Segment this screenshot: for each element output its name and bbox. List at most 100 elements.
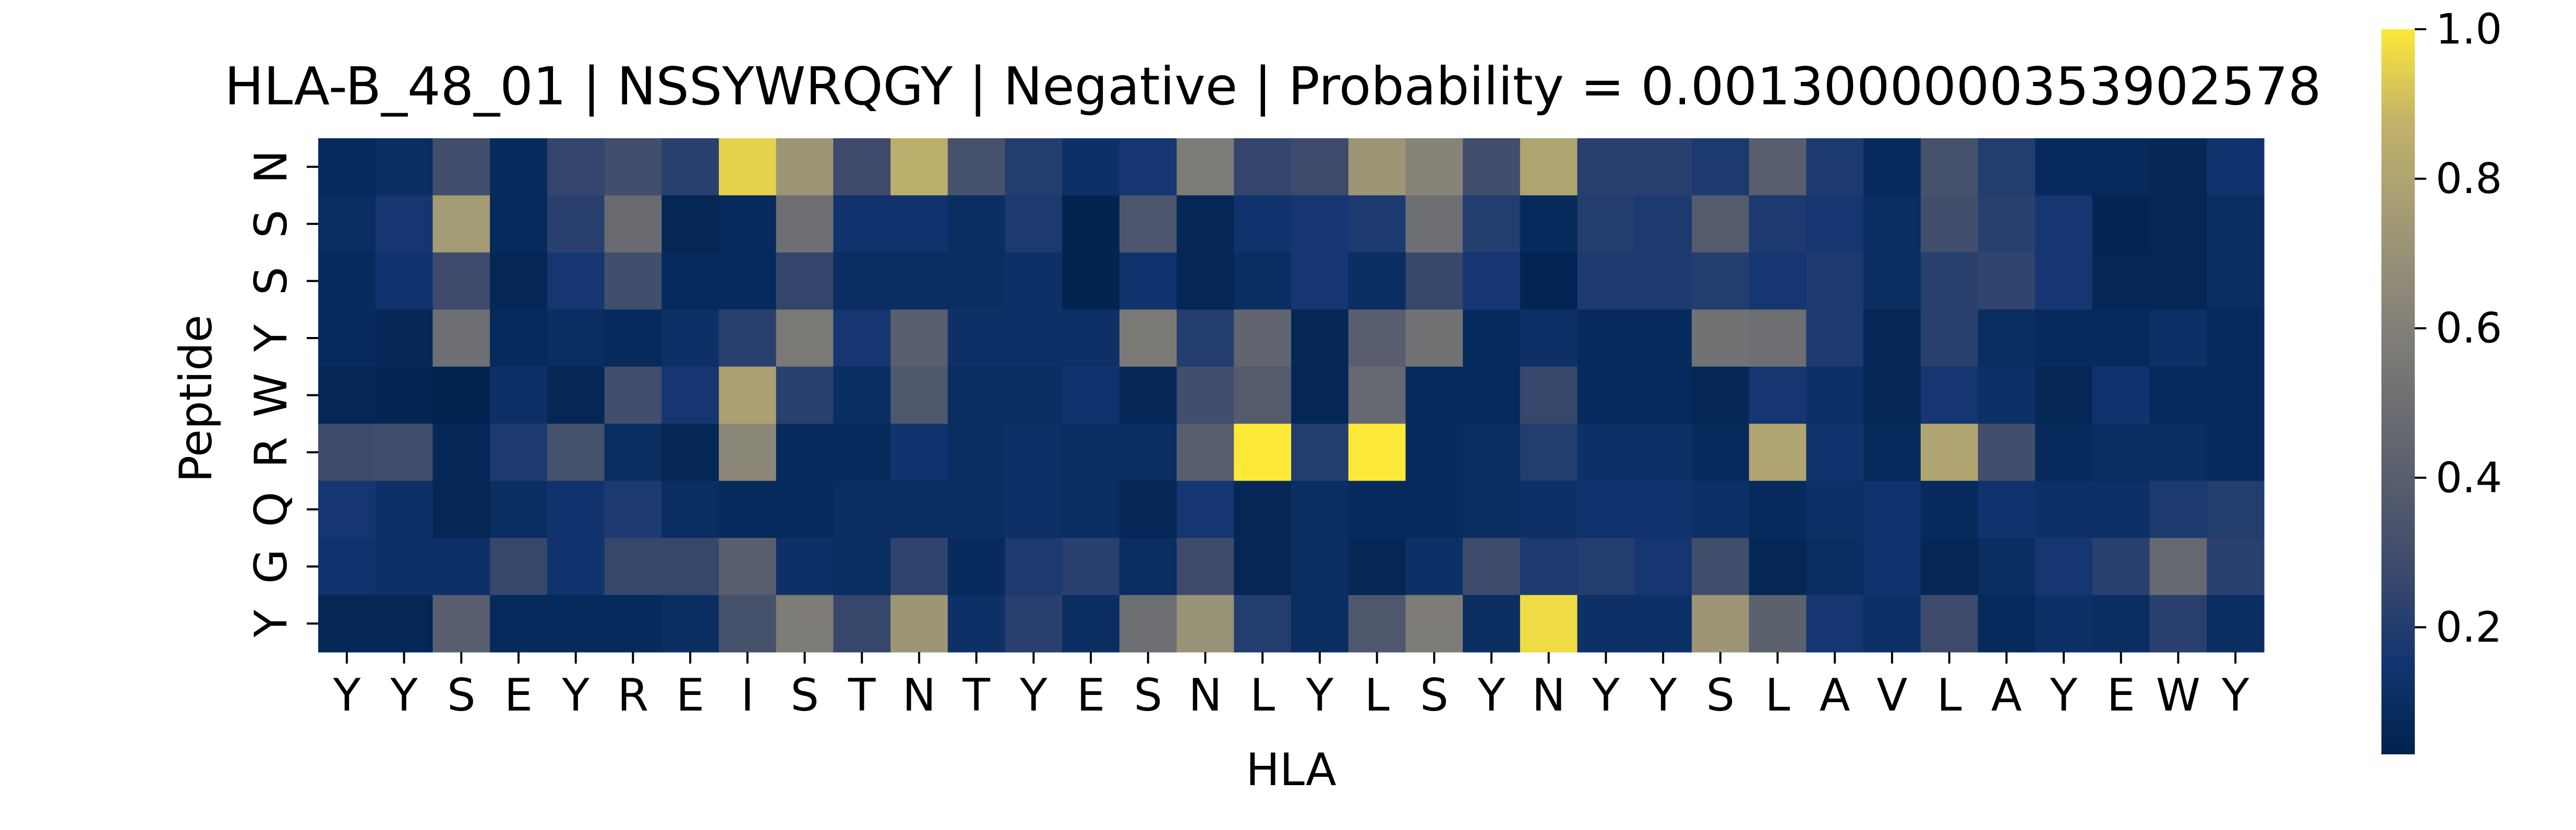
heatmap-cell bbox=[947, 309, 1006, 367]
heatmap-cell bbox=[1749, 309, 1807, 367]
heatmap-cell bbox=[1005, 366, 1063, 424]
colorbar-tick-label: 1.0 bbox=[2436, 5, 2502, 54]
heatmap-cell bbox=[1348, 138, 1406, 196]
heatmap-cell bbox=[1291, 480, 1349, 538]
heatmap-cell bbox=[890, 595, 948, 653]
x-tick-label: N bbox=[902, 669, 936, 721]
heatmap-cell bbox=[1005, 138, 1063, 196]
heatmap-cell bbox=[1291, 366, 1349, 424]
heatmap-cell bbox=[375, 138, 434, 196]
y-tick-label: S bbox=[245, 210, 297, 238]
heatmap-cell bbox=[2092, 424, 2150, 482]
heatmap-cell bbox=[776, 309, 834, 367]
heatmap-cell bbox=[547, 252, 605, 310]
heatmap-cell bbox=[1634, 424, 1692, 482]
heatmap-cell bbox=[1405, 595, 1463, 653]
heatmap-cell bbox=[1405, 538, 1463, 596]
x-tick-label: T bbox=[962, 669, 990, 721]
heatmap-cell bbox=[1863, 252, 1921, 310]
heatmap-cell bbox=[1520, 366, 1578, 424]
heatmap-cell bbox=[1577, 252, 1635, 310]
y-axis-label: Peptide bbox=[170, 315, 222, 482]
heatmap-cell bbox=[1920, 366, 1979, 424]
heatmap-cell bbox=[2092, 366, 2150, 424]
heatmap-cell bbox=[2035, 538, 2093, 596]
heatmap-cell bbox=[1806, 309, 1864, 367]
heatmap-cell bbox=[1119, 480, 1177, 538]
x-tick-label: A bbox=[1991, 669, 2022, 721]
heatmap-cell bbox=[890, 252, 948, 310]
heatmap-cell bbox=[547, 309, 605, 367]
heatmap-cell bbox=[1863, 138, 1921, 196]
heatmap-cell bbox=[1062, 480, 1120, 538]
heatmap-cell bbox=[490, 195, 548, 253]
heatmap-cell bbox=[1520, 252, 1578, 310]
x-tick-label: Y bbox=[1019, 669, 1048, 721]
heatmap-cell bbox=[776, 366, 834, 424]
heatmap-cell bbox=[1062, 252, 1120, 310]
heatmap-cell bbox=[1577, 366, 1635, 424]
heatmap-cell bbox=[661, 366, 719, 424]
heatmap-cell bbox=[1348, 480, 1406, 538]
heatmap-cell bbox=[2149, 309, 2207, 367]
heatmap-cell bbox=[1119, 309, 1177, 367]
heatmap-cell bbox=[1920, 138, 1979, 196]
heatmap-cell bbox=[661, 595, 719, 653]
heatmap-cell bbox=[1176, 595, 1234, 653]
heatmap-cell bbox=[1749, 538, 1807, 596]
heatmap-cell bbox=[1634, 366, 1692, 424]
y-axis-ticks: NSSYWRQGY bbox=[245, 150, 318, 638]
heatmap-cell bbox=[718, 138, 777, 196]
heatmap-cell bbox=[375, 252, 434, 310]
heatmap-cell bbox=[718, 195, 777, 253]
heatmap-cell bbox=[1634, 595, 1692, 653]
heatmap-cell bbox=[833, 424, 891, 482]
heatmap-cell bbox=[547, 480, 605, 538]
heatmap-cell bbox=[375, 538, 434, 596]
heatmap-cell bbox=[1691, 595, 1750, 653]
heatmap-cell bbox=[1577, 538, 1635, 596]
heatmap-cell bbox=[1176, 366, 1234, 424]
heatmap-cell bbox=[1634, 538, 1692, 596]
heatmap-cell bbox=[2092, 309, 2150, 367]
heatmap-cell bbox=[1978, 309, 2036, 367]
x-tick-label: S bbox=[1706, 669, 1735, 721]
colorbar bbox=[2381, 29, 2415, 754]
heatmap-cell bbox=[2207, 595, 2265, 653]
heatmap-cell bbox=[947, 252, 1006, 310]
heatmap-cell bbox=[1062, 366, 1120, 424]
heatmap-cell bbox=[718, 252, 777, 310]
heatmap-cell bbox=[2207, 309, 2265, 367]
heatmap-cell bbox=[1978, 424, 2036, 482]
heatmap-cell bbox=[1978, 138, 2036, 196]
heatmap-cell bbox=[1348, 366, 1406, 424]
y-tick-label: Y bbox=[245, 324, 297, 352]
heatmap-cell bbox=[604, 309, 662, 367]
heatmap-cell bbox=[1119, 424, 1177, 482]
heatmap-cell bbox=[1176, 138, 1234, 196]
heatmap-cell bbox=[1978, 195, 2036, 253]
heatmap-cell bbox=[1863, 595, 1921, 653]
heatmap-cell bbox=[1291, 538, 1349, 596]
heatmap-cell bbox=[1520, 424, 1578, 482]
heatmap-cell bbox=[2092, 195, 2150, 253]
heatmap-cell bbox=[2149, 538, 2207, 596]
heatmap-cell bbox=[1920, 595, 1979, 653]
heatmap-cell bbox=[1463, 138, 1521, 196]
x-tick-label: W bbox=[2156, 669, 2200, 721]
heatmap-cell bbox=[1920, 480, 1979, 538]
heatmap-cell bbox=[375, 195, 434, 253]
heatmap-cell bbox=[1634, 138, 1692, 196]
heatmap-cell bbox=[2149, 480, 2207, 538]
heatmap-cell bbox=[1234, 424, 1292, 482]
heatmap-cell bbox=[1920, 309, 1979, 367]
heatmap-cell bbox=[776, 424, 834, 482]
heatmap-cell bbox=[1119, 538, 1177, 596]
heatmap-cell bbox=[1749, 366, 1807, 424]
heatmap-cell bbox=[2149, 366, 2207, 424]
heatmap-cell bbox=[661, 252, 719, 310]
heatmap-cell bbox=[1348, 252, 1406, 310]
heatmap-cell bbox=[318, 480, 376, 538]
x-tick-label: Y bbox=[1592, 669, 1620, 721]
